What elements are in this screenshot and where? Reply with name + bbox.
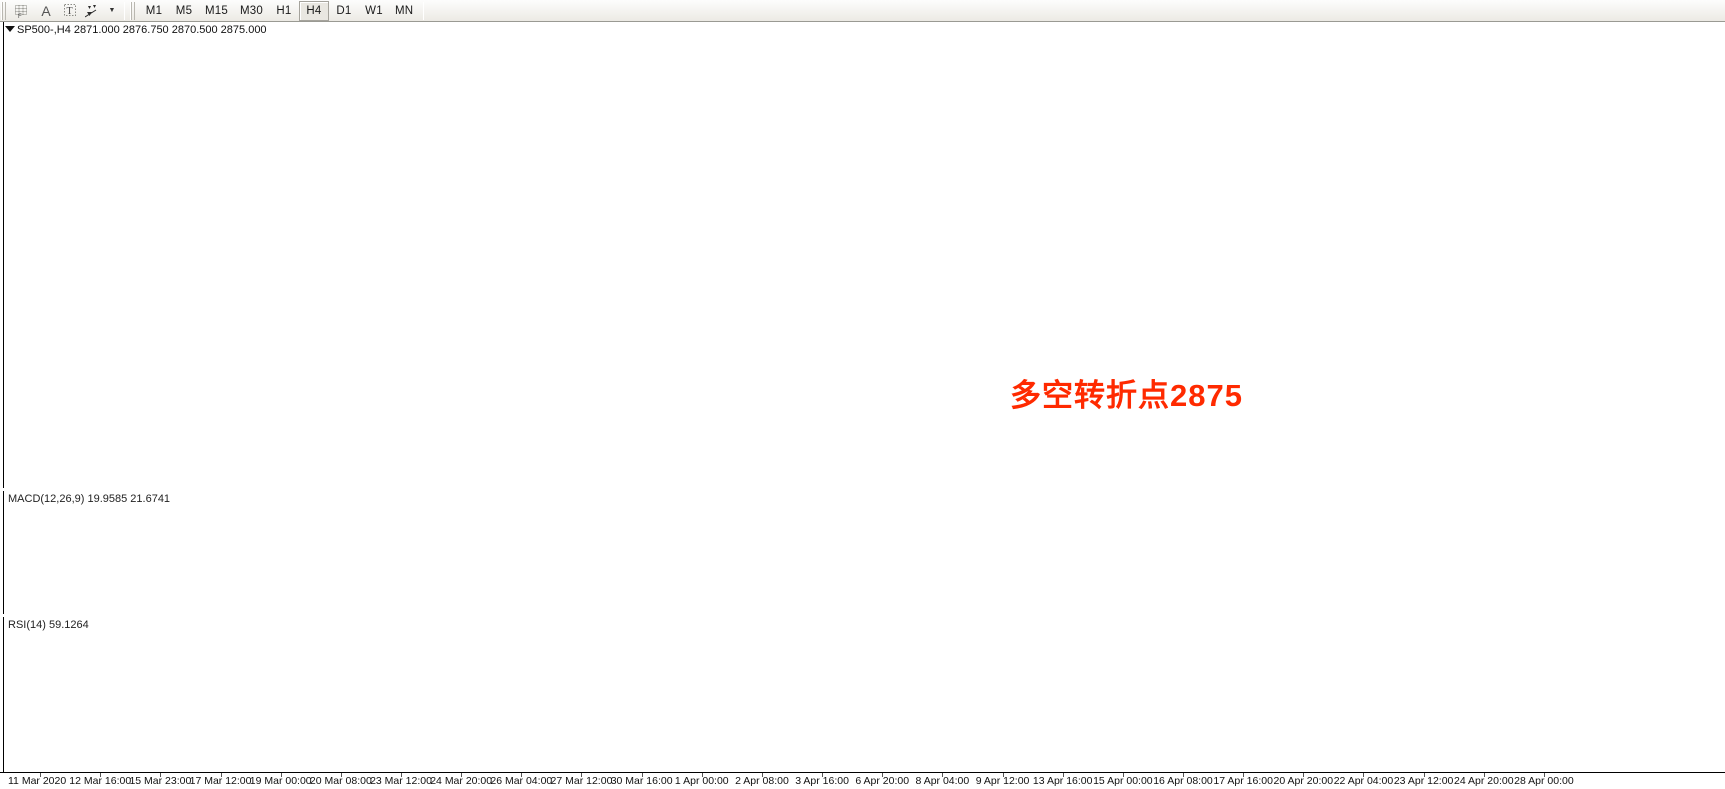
- time-tick-label: 1 Apr 00:00: [674, 775, 729, 787]
- text-label-icon-svg: T: [64, 4, 76, 17]
- crosshair-f-icon[interactable]: F: [10, 1, 34, 21]
- time-tick-label: 13 Apr 16:00: [1032, 775, 1093, 787]
- time-tick-mark: [100, 773, 102, 777]
- time-tick-mark: [701, 773, 703, 777]
- time-tick-mark: [1543, 773, 1545, 777]
- time-tick-label: 15 Mar 23:00: [129, 775, 192, 787]
- time-tick-label: 24 Mar 20:00: [430, 775, 493, 787]
- time-tick-mark: [1303, 773, 1305, 777]
- time-tick-label: 15 Apr 00:00: [1093, 775, 1153, 787]
- chart-area[interactable]: SP500-,H4 2871.000 2876.750 2870.500 287…: [0, 22, 1725, 789]
- time-tick-mark: [1062, 773, 1064, 777]
- time-tick-mark: [1483, 773, 1485, 777]
- time-tick-label: 30 Mar 16:00: [610, 775, 673, 787]
- svg-text:T: T: [67, 6, 73, 17]
- time-tick-label: 27 Mar 12:00: [550, 775, 613, 787]
- time-tick-mark: [1243, 773, 1245, 777]
- time-tick-mark: [581, 773, 583, 777]
- time-tick-label: 8 Apr 04:00: [915, 775, 970, 787]
- rsi-axis-left-rule: [3, 617, 4, 772]
- time-tick-label: 17 Mar 12:00: [189, 775, 252, 787]
- time-tick-label: 11 Mar 2020: [8, 775, 67, 787]
- time-tick-label: 26 Mar 04:00: [490, 775, 553, 787]
- time-tick-label: 16 Apr 08:00: [1153, 775, 1213, 787]
- timeframe-group: M1 M5 M15 M30 H1 H4 D1 W1 MN: [139, 0, 419, 21]
- time-tick-mark: [1002, 773, 1004, 777]
- toolbar-separator-2: [423, 1, 425, 20]
- time-tick-label: 23 Mar 12:00: [370, 775, 432, 787]
- time-tick-label: 6 Apr 20:00: [855, 775, 910, 787]
- time-tick-mark: [40, 773, 42, 777]
- timeframe-m5[interactable]: M5: [175, 4, 193, 17]
- time-tick-mark: [1423, 773, 1425, 777]
- macd-label: MACD(12,26,9) 19.9585 21.6741: [8, 493, 171, 505]
- time-tick-label: 20 Mar 08:00: [309, 775, 372, 787]
- time-tick-mark: [401, 773, 402, 777]
- timeframe-m15[interactable]: M15: [205, 4, 228, 17]
- time-tick-label: 24 Apr 20:00: [1454, 775, 1514, 787]
- symbol-ohlc-label: SP500-,H4 2871.000 2876.750 2870.500 287…: [17, 24, 267, 36]
- crosshair-f-icon-svg: F: [15, 4, 27, 19]
- time-tick-label: 17 Apr 16:00: [1213, 775, 1273, 787]
- time-tick-mark: [1183, 773, 1184, 777]
- timeframe-d1[interactable]: D1: [336, 4, 352, 17]
- timeframe-m1[interactable]: M1: [145, 4, 163, 17]
- timeframe-h4[interactable]: H4: [298, 0, 329, 21]
- symbol-collapse-icon[interactable]: [5, 26, 15, 32]
- time-tick-mark: [822, 773, 824, 777]
- time-tick-label: 19 Mar 00:00: [249, 775, 312, 787]
- toolbar-grip-2[interactable]: [130, 1, 137, 20]
- time-axis[interactable]: 11 Mar 2020 12 Mar 16:00 15 Mar 23:00 17 Ma…: [0, 772, 1725, 789]
- time-tick-label: 2 Apr 08:00: [735, 775, 789, 787]
- shapes-dropdown-arrow-icon[interactable]: ▼: [106, 1, 120, 21]
- timeframe-mn[interactable]: MN: [394, 4, 414, 17]
- time-tick-label: 9 Apr 12:00: [975, 775, 1030, 787]
- toolbar-grip-1[interactable]: [1, 1, 8, 20]
- time-tick-mark: [521, 773, 523, 777]
- main-toolbar: F A T ▼ M1 M5 M15 M30 H1 H4 D1 W1 MN: [0, 0, 1725, 22]
- time-tick-mark: [942, 773, 944, 777]
- time-tick-label: 12 Mar 16:00: [69, 775, 132, 787]
- macd-axis-left-rule: [3, 491, 4, 614]
- text-a-glyph: A: [41, 2, 51, 19]
- timeframe-h1[interactable]: H1: [276, 4, 292, 17]
- chart-annotation-text: 多空转折点2875: [1010, 378, 1243, 413]
- time-tick-label: 23 Apr 12:00: [1393, 775, 1454, 787]
- time-tick-mark: [882, 773, 884, 777]
- time-tick-label: 22 Apr 04:00: [1333, 775, 1394, 787]
- time-tick-mark: [160, 773, 162, 777]
- timeframe-w1[interactable]: W1: [365, 4, 383, 17]
- time-tick-mark: [280, 773, 282, 777]
- time-tick-label: 20 Apr 20:00: [1273, 775, 1334, 787]
- price-axis-left-rule: [3, 22, 4, 488]
- time-tick-mark: [1122, 773, 1124, 777]
- time-tick-mark: [1363, 773, 1365, 777]
- rsi-label: RSI(14) 59.1264: [8, 619, 89, 631]
- timeframe-m30[interactable]: M30: [239, 4, 263, 17]
- time-tick-mark: [461, 773, 463, 777]
- time-tick-mark: [641, 773, 643, 777]
- time-tick-mark: [340, 773, 342, 777]
- time-tick-mark: [761, 773, 763, 777]
- shapes-icon[interactable]: [82, 1, 106, 21]
- chevron-down-icon: ▼: [108, 7, 116, 14]
- svg-text:F: F: [18, 14, 22, 19]
- time-tick-label: 28 Apr 00:00: [1514, 775, 1574, 787]
- text-label-icon[interactable]: T: [58, 1, 82, 21]
- toolbar-separator: [124, 1, 125, 20]
- time-tick-mark: [220, 773, 222, 777]
- time-tick-label: 3 Apr 16:00: [795, 775, 849, 787]
- shapes-icon-svg: [85, 4, 97, 17]
- text-a-icon[interactable]: A: [34, 1, 58, 21]
